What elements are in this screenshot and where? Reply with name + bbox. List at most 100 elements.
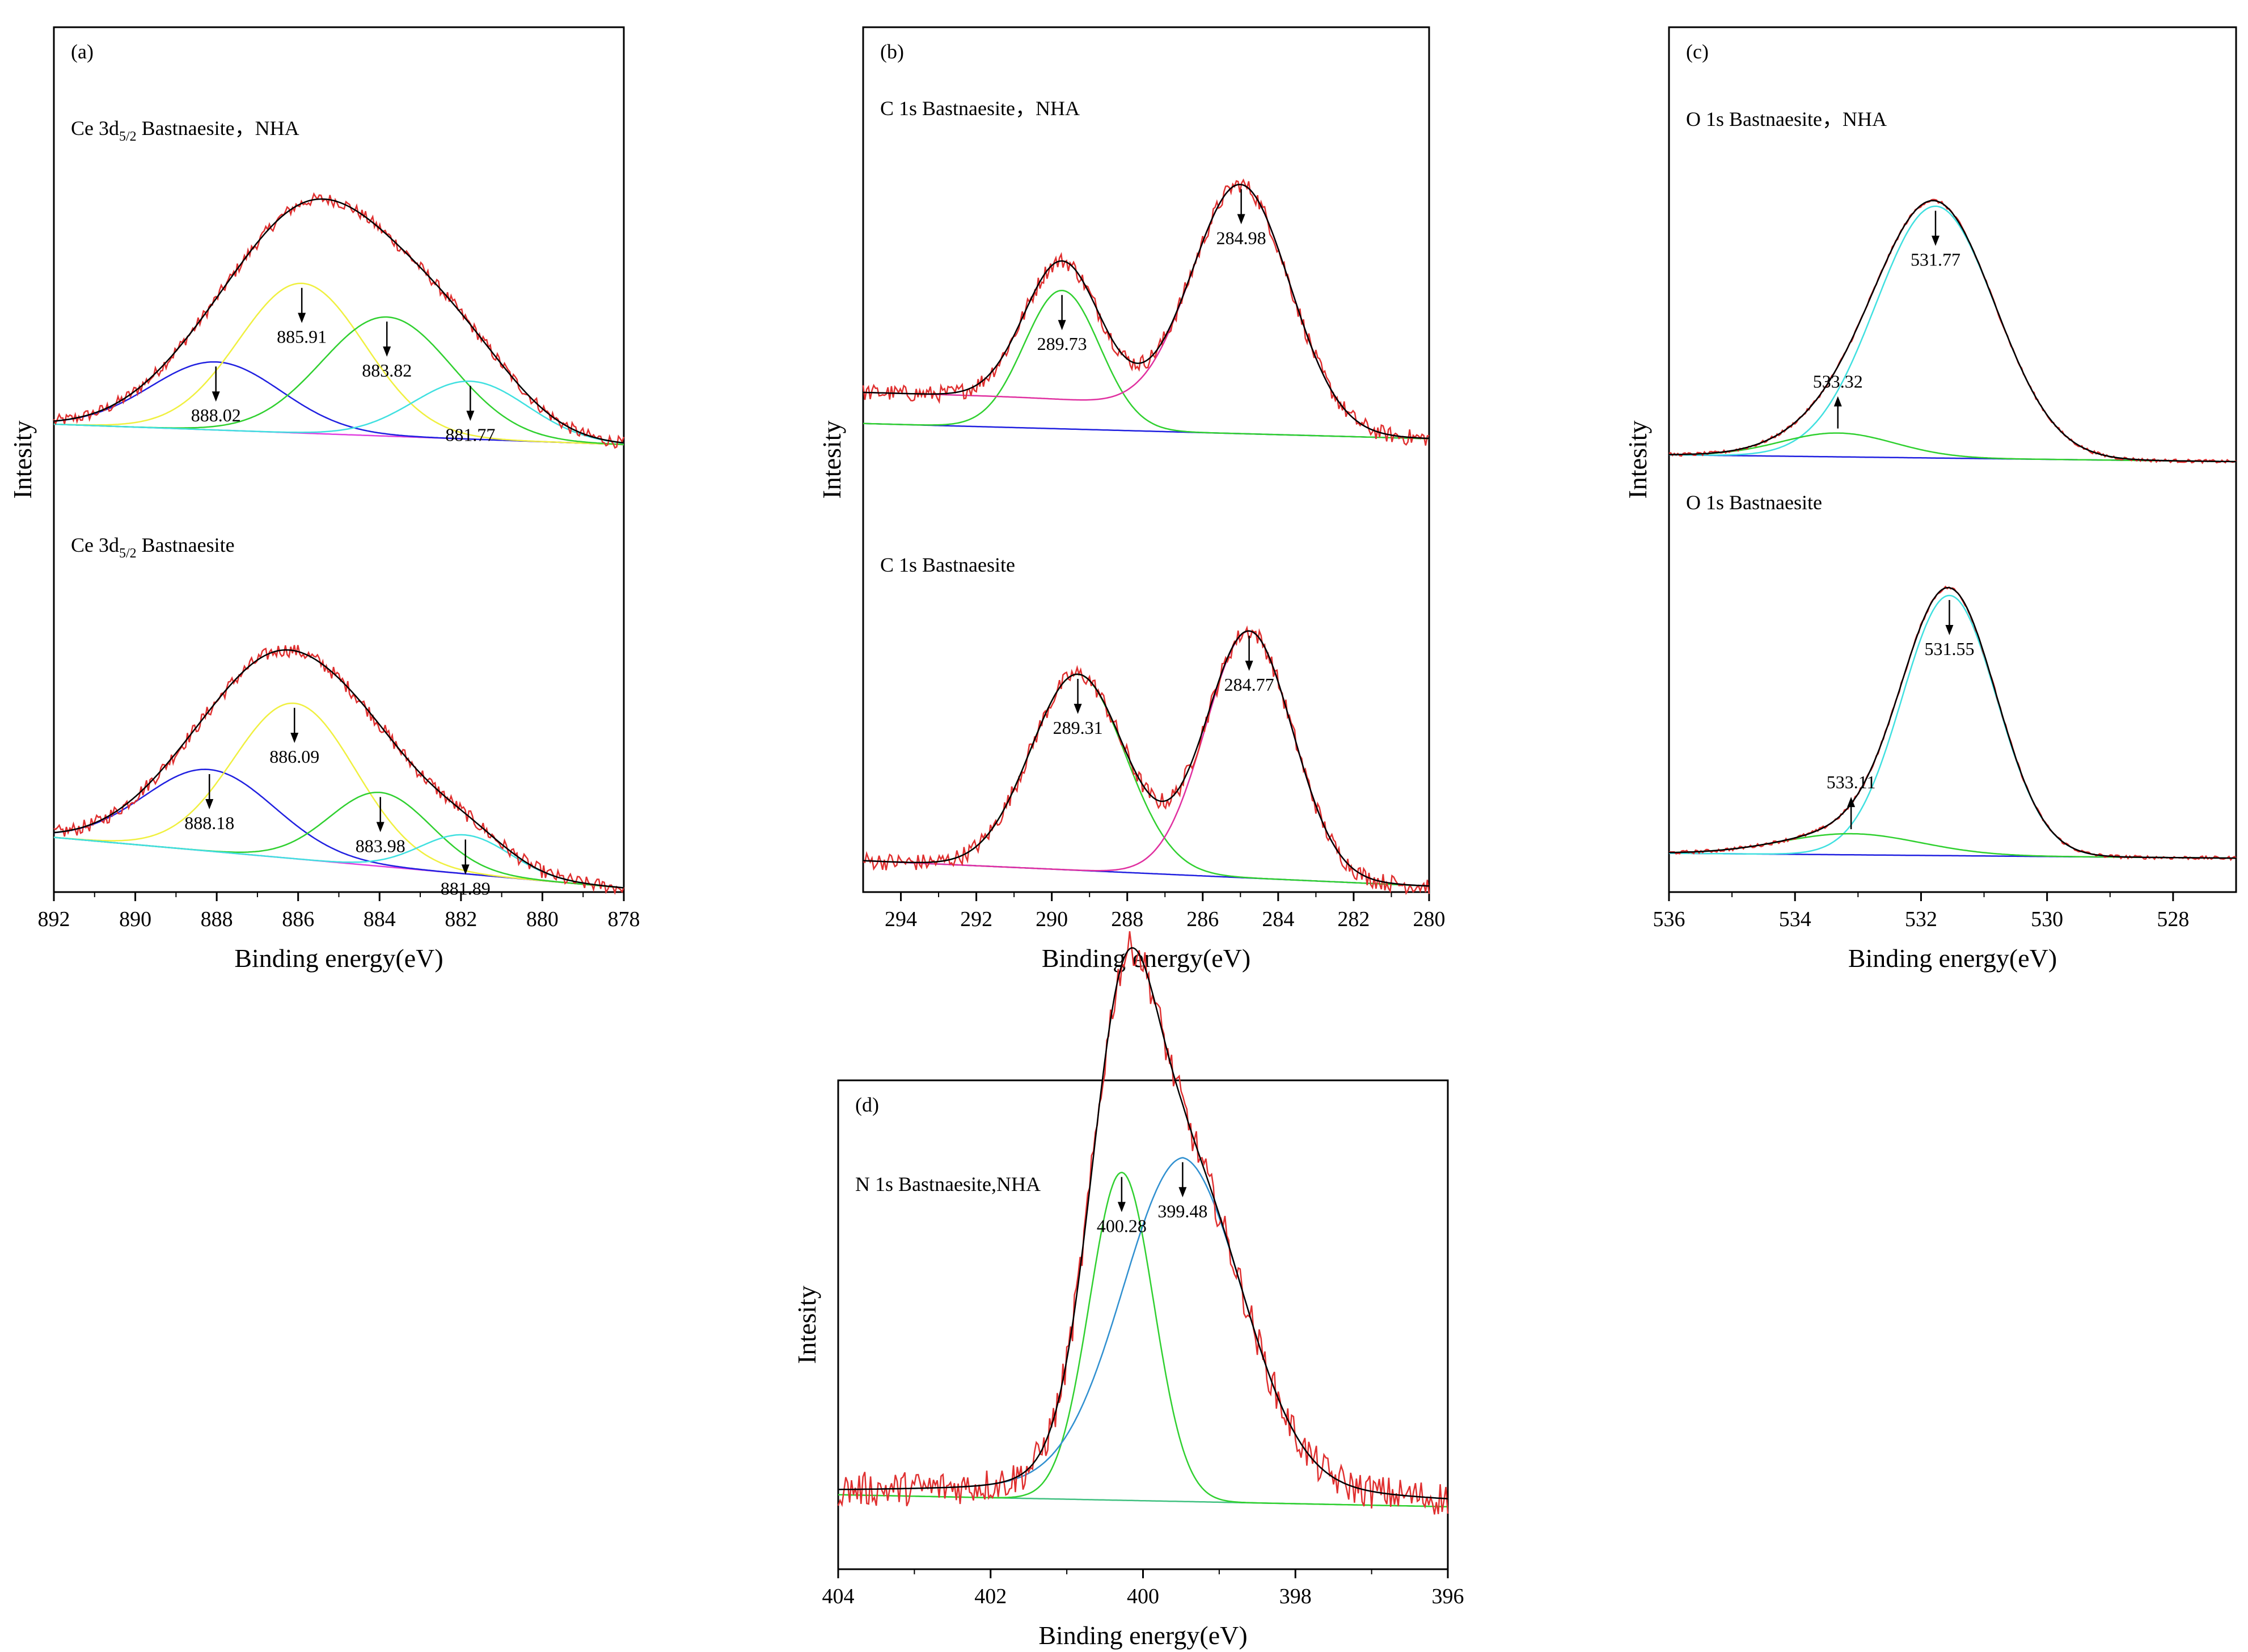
fit-envelope-line bbox=[863, 630, 1430, 887]
panel-label: (d) bbox=[855, 1093, 879, 1116]
panel-d: (d) 404 402 400 398 396 Binding energy(eV) Inte… bbox=[792, 931, 1464, 1650]
peak-arrowhead bbox=[1847, 797, 1856, 808]
peak-label: 886.09 bbox=[269, 746, 319, 767]
series-title: Ce 3d5/2 Bastnaesite bbox=[71, 534, 235, 561]
fit-envelope-line bbox=[838, 947, 1448, 1500]
plot-frame bbox=[862, 26, 1430, 893]
peak-arrowhead bbox=[1058, 320, 1066, 331]
fit-envelope-line bbox=[53, 649, 624, 889]
peak-arrowhead bbox=[1245, 660, 1253, 671]
x-tick-label: 880 bbox=[526, 907, 559, 931]
peak-label: 533.11 bbox=[1827, 772, 1876, 792]
peak-label: 883.98 bbox=[356, 835, 405, 856]
fit-envelope-line bbox=[1669, 200, 2236, 463]
peak-label: 881.77 bbox=[445, 424, 495, 445]
y-axis-label: Intesity bbox=[1623, 421, 1652, 499]
x-tick-label: 290 bbox=[1036, 907, 1068, 931]
peak-arrowhead bbox=[1932, 235, 1939, 246]
raw-data-line bbox=[863, 625, 1430, 895]
peak-label: 888.02 bbox=[191, 405, 241, 425]
series-title: C 1s Bastnaesite bbox=[880, 554, 1015, 576]
x-axis-label: Binding energy(eV) bbox=[234, 944, 443, 973]
peak-arrowhead bbox=[212, 391, 220, 402]
peak-arrowhead bbox=[383, 347, 391, 357]
peak-label: 284.77 bbox=[1224, 674, 1274, 695]
x-tick-label: 530 bbox=[2031, 907, 2063, 931]
panel-c: (c) 536 534 532 530 528 Binding energy(eV) Inte… bbox=[1623, 26, 2237, 973]
component-peak-line bbox=[53, 282, 624, 446]
series-title: C 1s Bastnaesite，NHA bbox=[880, 97, 1080, 120]
x-tick-label: 534 bbox=[1779, 907, 1811, 931]
x-tick-label: 886 bbox=[282, 907, 314, 931]
y-axis-label: Intesity bbox=[792, 1286, 821, 1364]
panel-label: (c) bbox=[1686, 40, 1709, 63]
x-tick-label: 878 bbox=[608, 907, 640, 931]
peak-arrowhead bbox=[1945, 625, 1954, 636]
series-title: O 1s Bastnaesite bbox=[1686, 491, 1822, 514]
x-tick-label: 892 bbox=[38, 907, 70, 931]
plot-frame bbox=[1668, 26, 2237, 893]
x-tick-label: 280 bbox=[1413, 907, 1446, 931]
x-tick-label: 532 bbox=[1905, 907, 1937, 931]
peak-arrowhead bbox=[1833, 396, 1842, 407]
peak-arrowhead bbox=[290, 733, 299, 743]
x-tick-label: 398 bbox=[1279, 1585, 1312, 1608]
peak-label: 400.28 bbox=[1097, 1215, 1147, 1236]
peak-arrowhead bbox=[1074, 703, 1082, 714]
x-tick-label: 536 bbox=[1653, 907, 1685, 931]
x-tick-label: 404 bbox=[822, 1585, 855, 1608]
x-tick-label: 288 bbox=[1111, 907, 1143, 931]
fit-envelope-line bbox=[863, 184, 1430, 440]
x-tick-label: 400 bbox=[1127, 1585, 1159, 1608]
fit-envelope-line bbox=[53, 198, 624, 444]
peak-label: 399.48 bbox=[1157, 1201, 1207, 1221]
x-tick-label: 890 bbox=[119, 907, 151, 931]
peak-label: 885.91 bbox=[277, 327, 327, 347]
panel-label: (a) bbox=[71, 40, 94, 63]
peak-label: 289.73 bbox=[1037, 333, 1087, 354]
peak-label: 284.98 bbox=[1216, 227, 1266, 248]
component-peak-line bbox=[863, 289, 1430, 440]
peak-label: 531.55 bbox=[1924, 639, 1974, 659]
component-peak-line bbox=[53, 380, 624, 444]
chart-root: (a) 892 890 888 886 884 882 880 878 Binding energ… bbox=[8, 26, 2237, 1650]
series-title: Ce 3d5/2 Bastnaesite，NHA bbox=[71, 117, 299, 144]
y-axis-label: Intesity bbox=[8, 421, 37, 499]
peak-label: 888.18 bbox=[184, 813, 234, 833]
peak-label: 531.77 bbox=[1911, 250, 1960, 270]
series-title: N 1s Bastnaesite,NHA bbox=[855, 1173, 1041, 1195]
x-tick-label: 888 bbox=[201, 907, 233, 931]
peak-label: 533.32 bbox=[1813, 371, 1863, 392]
peak-arrowhead bbox=[205, 798, 214, 809]
fit-envelope-line bbox=[1669, 586, 2236, 859]
peak-arrowhead bbox=[1117, 1202, 1126, 1212]
x-tick-label: 286 bbox=[1186, 907, 1219, 931]
peak-label: 289.31 bbox=[1053, 717, 1103, 738]
peak-label: 881.89 bbox=[441, 878, 491, 898]
peak-arrowhead bbox=[298, 312, 306, 323]
component-peak-line bbox=[53, 702, 624, 889]
peak-arrowhead bbox=[461, 864, 470, 875]
raw-data-line bbox=[862, 178, 1430, 446]
x-axis-label: Binding energy(eV) bbox=[1038, 1621, 1247, 1650]
x-axis-label: Binding energy(eV) bbox=[1848, 944, 2057, 973]
panel-label: (b) bbox=[880, 40, 904, 63]
peak-arrowhead bbox=[466, 411, 475, 421]
x-tick-label: 292 bbox=[960, 907, 992, 931]
series-title: O 1s Bastnaesite，NHA bbox=[1686, 108, 1887, 130]
raw-data-line bbox=[53, 645, 625, 895]
x-tick-label: 282 bbox=[1337, 907, 1370, 931]
peak-arrowhead bbox=[1178, 1187, 1187, 1198]
x-tick-label: 396 bbox=[1432, 1585, 1464, 1608]
x-tick-label: 294 bbox=[885, 907, 917, 931]
peak-arrowhead bbox=[1237, 214, 1245, 225]
x-tick-label: 528 bbox=[2157, 907, 2189, 931]
peak-arrowhead bbox=[376, 822, 384, 833]
x-tick-label: 284 bbox=[1262, 907, 1294, 931]
panel-a: (a) 892 890 888 886 884 882 880 878 Binding energ… bbox=[8, 26, 640, 973]
x-tick-label: 882 bbox=[445, 907, 477, 931]
x-tick-label: 402 bbox=[974, 1585, 1007, 1608]
